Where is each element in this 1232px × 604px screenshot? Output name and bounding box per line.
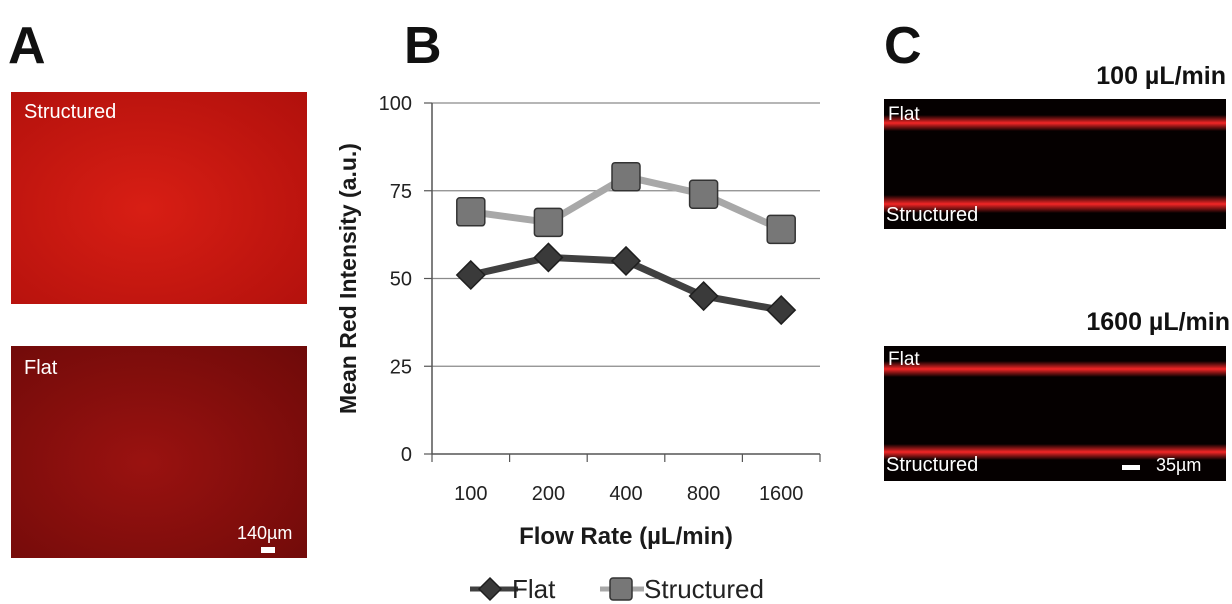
cross-section-100-structured-label: Structured (886, 204, 979, 226)
x-axis-title: Flow Rate (µL/min) (519, 523, 733, 550)
structured-micrograph: Structured (11, 92, 307, 304)
point-structured-100 (456, 197, 486, 227)
point-structured-200 (533, 207, 564, 238)
scale-bar-a (261, 547, 275, 553)
cross-section-100-bottom-band (884, 195, 1226, 213)
line-chart: 0 25 50 75 100 100 200 400 800 1600 Flow Rate (µL/… (335, 93, 821, 550)
panel-letter-c: C (884, 17, 922, 75)
scale-label-140: 140µm (237, 523, 293, 543)
point-flat-1600 (766, 295, 797, 326)
x-tick-label-200: 200 (532, 483, 565, 505)
rate-label-100: 100 µL/min (1096, 62, 1226, 90)
point-flat-400 (610, 245, 642, 277)
y-tick-label-100: 100 (379, 93, 412, 115)
y-axis-title: Mean Red Intensity (a.u.) (335, 143, 361, 414)
legend-structured-marker (600, 577, 644, 601)
cross-section-100-top-band (884, 115, 1226, 131)
structured-label: Structured (24, 101, 117, 123)
x-tick-label-1600: 1600 (759, 483, 804, 505)
cross-section-1600: Flat Structured 35µm (884, 346, 1226, 481)
y-tick-label-75: 75 (390, 181, 412, 203)
point-flat-200 (533, 242, 564, 273)
cross-section-1600-bottom-band (884, 444, 1226, 460)
y-tick-label-25: 25 (390, 356, 412, 378)
cross-section-1600-flat-label: Flat (888, 349, 920, 370)
panel-letter-b: B (404, 17, 442, 75)
point-flat-100 (455, 259, 486, 291)
x-tick-label-400: 400 (609, 483, 642, 505)
x-tick-label-100: 100 (454, 483, 487, 505)
x-tick-label-800: 800 (687, 483, 720, 505)
point-structured-400 (611, 161, 641, 192)
cross-section-1600-structured-label: Structured (886, 454, 979, 476)
legend-flat-marker (470, 576, 518, 602)
point-structured-1600 (766, 214, 796, 245)
legend-structured-label: Structured (644, 574, 764, 604)
y-tick-label-50: 50 (390, 269, 412, 291)
panel-letter-a: A (8, 17, 46, 75)
cross-section-1600-top-band (884, 361, 1226, 377)
flat-micrograph: Flat 140µm (11, 346, 307, 558)
rate-label-1600: 1600 µL/min (1086, 308, 1230, 336)
scale-bar-c (1122, 465, 1140, 470)
cross-section-100: Flat Structured (884, 99, 1226, 229)
flat-label: Flat (24, 357, 58, 379)
point-structured-800 (688, 179, 719, 210)
point-flat-800 (688, 280, 719, 312)
y-tick-label-0: 0 (401, 444, 412, 466)
legend-flat-label: Flat (512, 574, 556, 604)
scale-label-35: 35µm (1156, 455, 1202, 475)
cross-section-100-flat-label: Flat (888, 104, 920, 125)
